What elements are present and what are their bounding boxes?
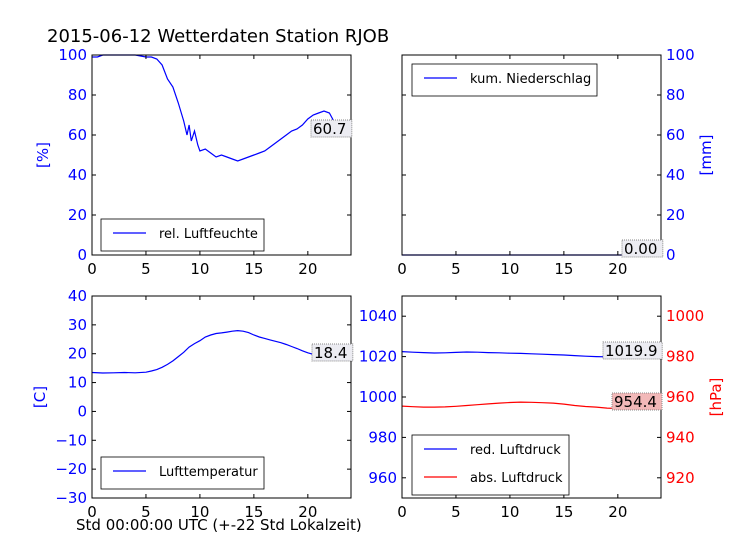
pressure-y-tick-label: 960 (368, 469, 397, 487)
humidity-legend-box (100, 218, 265, 252)
humidity-x-tick-label: 15 (244, 260, 263, 278)
humidity-legend-entry: rel. Luftfeuchte (159, 227, 258, 242)
humidity-y-tick-label: 40 (68, 166, 87, 184)
temperature-x-tick-label: 10 (190, 503, 209, 521)
precip-value-label: 0.00 (624, 240, 657, 258)
humidity-x-tick-label: 10 (190, 260, 209, 278)
precip-x-tick-label: 5 (451, 260, 461, 278)
precip-y-tick-label-right: 40 (666, 166, 685, 184)
humidity-plot-frame (91, 54, 352, 256)
pressure-reduced-value-label: 1019.9 (605, 342, 658, 360)
humidity-x-tick-label: 20 (298, 260, 317, 278)
humidity-value-box (310, 119, 353, 138)
pressure-legend-entry: red. Luftdruck (470, 443, 561, 458)
humidity-value-label: 60.7 (313, 120, 346, 138)
humidity-y-tick-label: 80 (68, 86, 87, 104)
temperature-y-tick-label: −10 (55, 431, 87, 449)
temperature-value-label: 18.4 (314, 344, 347, 362)
pressure-y-tick-label: 1020 (359, 348, 397, 366)
x-axis-label: Std 00:00:00 UTC (+-22 Std Lokalzeit) (76, 516, 362, 534)
humidity-y-tick-label: 100 (58, 46, 87, 64)
pressure-y-tick-label-right: 960 (666, 388, 695, 406)
humidity-x-tick-label: 0 (87, 260, 97, 278)
pressure-y-tick-label-right: 940 (666, 428, 695, 446)
humidity-y-axis-label: [%] (34, 142, 52, 168)
pressure-absolute-value-box (611, 392, 663, 411)
precip-x-tick-label: 0 (397, 260, 407, 278)
temperature-y-tick-label: 30 (68, 316, 87, 334)
precip-value-box (621, 239, 664, 258)
precip-x-tick-label: 20 (608, 260, 627, 278)
temperature-x-tick-label: 15 (244, 503, 263, 521)
temperature-y-tick-label: −20 (55, 460, 87, 478)
precip-legend-entry: kum. Niederschlag (470, 72, 591, 87)
precip-y-tick-label-right: 0 (666, 246, 676, 264)
precip-y-tick-label-right: 80 (666, 86, 685, 104)
temperature-value-box (311, 343, 354, 362)
pressure-y-tick-label: 1000 (359, 388, 397, 406)
pressure-y-tick-label-right: 920 (666, 469, 695, 487)
precip-x-tick-label: 15 (554, 260, 573, 278)
temperature-x-tick-label: 0 (87, 503, 97, 521)
temperature-x-tick-label: 20 (298, 503, 317, 521)
precip-y-tick-label-right: 60 (666, 126, 685, 144)
temperature-legend-entry: Lufttemperatur (159, 465, 258, 480)
humidity-series-line (92, 54, 352, 162)
temperature-y-tick-label: −30 (55, 489, 87, 507)
pressure-legend-entry: abs. Luftdruck (470, 471, 563, 486)
pressure-absolute-value-label: 954.4 (614, 393, 657, 411)
precip-y-tick-label-right: 100 (666, 46, 695, 64)
figure-title: 2015-06-12 Wetterdaten Station RJOB (47, 26, 390, 47)
temperature-y-tick-label: 10 (68, 374, 87, 392)
temperature-y-axis-label: [C] (31, 386, 49, 408)
pressure-y-axis-label: [hPa] (707, 378, 725, 417)
pressure-x-tick-label: 20 (608, 503, 627, 521)
pressure-y-tick-label: 1040 (359, 307, 397, 325)
pressure-y-tick-label: 980 (368, 428, 397, 446)
temperature-x-tick-label: 5 (141, 503, 151, 521)
humidity-y-tick-label: 20 (68, 206, 87, 224)
pressure-y-tick-label-right: 1000 (666, 307, 704, 325)
pressure-y-tick-label-right: 980 (666, 348, 695, 366)
temperature-y-tick-label: 0 (77, 402, 87, 420)
humidity-y-tick-label: 0 (77, 246, 87, 264)
pressure-x-tick-label: 0 (397, 503, 407, 521)
humidity-x-tick-label: 5 (141, 260, 151, 278)
temperature-legend-box (100, 456, 265, 490)
precip-y-tick-label-right: 20 (666, 206, 685, 224)
temperature-y-tick-label: 40 (68, 287, 87, 305)
pressure-x-tick-label: 15 (554, 503, 573, 521)
temperature-y-tick-label: 20 (68, 345, 87, 363)
precip-y-axis-label: [mm] (697, 135, 715, 176)
temperature-series-line (91, 329, 352, 374)
precip-plot-frame (401, 54, 662, 256)
pressure-reduced-value-box (602, 341, 663, 360)
precip-legend-box (411, 63, 598, 97)
precip-x-tick-label: 10 (500, 260, 519, 278)
pressure-legend-box (411, 434, 570, 496)
humidity-y-tick-label: 60 (68, 126, 87, 144)
pressure-x-tick-label: 5 (451, 503, 461, 521)
temperature-plot-frame (91, 295, 352, 499)
pressure-x-tick-label: 10 (500, 503, 519, 521)
